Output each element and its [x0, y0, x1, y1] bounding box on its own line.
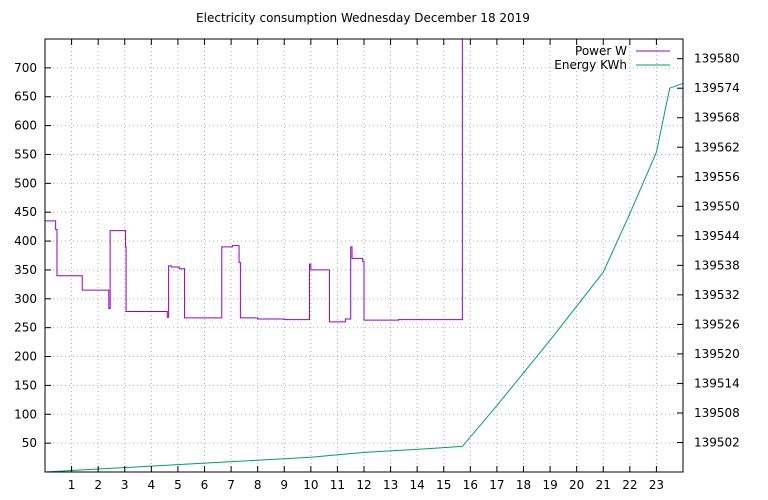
- y-tick-label: 50: [22, 436, 37, 450]
- grid: [45, 39, 683, 472]
- y2-tick-label: 139580: [694, 52, 740, 66]
- x-tick-label: 12: [356, 478, 371, 492]
- x-tick-label: 9: [280, 478, 288, 492]
- x-tick-label: 14: [410, 478, 425, 492]
- x-tick-label: 5: [174, 478, 182, 492]
- x-tick-label: 4: [148, 478, 156, 492]
- x-tick-label: 3: [121, 478, 129, 492]
- y-tick-label: 350: [14, 263, 37, 277]
- y2-tick-label: 139508: [694, 406, 740, 420]
- y-tick-label: 300: [14, 292, 37, 306]
- x-tick-label: 6: [201, 478, 209, 492]
- x-tick-label: 8: [254, 478, 262, 492]
- y-tick-label: 700: [14, 61, 37, 75]
- tick-layer: 1 2 3 4 5 6 7 8 9 10 11 12 13 14 15 16 17 18 19 20 21 22 23501…: [14, 39, 740, 492]
- y-tick-label: 400: [14, 234, 37, 248]
- y2-tick-label: 139538: [694, 258, 740, 272]
- x-tick-label: 1: [68, 478, 76, 492]
- legend: Power W Energy KWh: [554, 44, 670, 72]
- x-tick-label: 19: [542, 478, 557, 492]
- x-tick-label: 13: [383, 478, 398, 492]
- series-line-power: [45, 39, 463, 323]
- y-tick-label: 100: [14, 407, 37, 421]
- x-tick-label: 10: [303, 478, 318, 492]
- y2-tick-label: 139568: [694, 111, 740, 125]
- x-tick-label: 18: [516, 478, 531, 492]
- x-tick-label: 7: [227, 478, 235, 492]
- y-tick-label: 450: [14, 205, 37, 219]
- legend-label-power: Power W: [575, 44, 627, 58]
- y-tick-label: 500: [14, 176, 37, 190]
- y2-tick-label: 139514: [694, 376, 740, 390]
- y-tick-label: 650: [14, 90, 37, 104]
- y-tick-label: 150: [14, 378, 37, 392]
- x-tick-label: 16: [463, 478, 478, 492]
- y2-tick-label: 139520: [694, 347, 740, 361]
- y2-tick-label: 139502: [694, 435, 740, 449]
- y-tick-label: 200: [14, 350, 37, 364]
- series-line-energy: [44, 82, 684, 473]
- y-tick-label: 600: [14, 119, 37, 133]
- y2-tick-label: 139532: [694, 288, 740, 302]
- x-tick-label: 17: [489, 478, 504, 492]
- y2-tick-label: 139562: [694, 140, 740, 154]
- x-tick-label: 11: [330, 478, 345, 492]
- chart-title: Electricity consumption Wednesday Decemb…: [196, 11, 530, 25]
- x-tick-label: 15: [436, 478, 451, 492]
- y-tick-label: 250: [14, 321, 37, 335]
- legend-label-energy: Energy KWh: [554, 58, 627, 72]
- y2-tick-label: 139526: [694, 317, 740, 331]
- series-layer: [44, 39, 684, 473]
- x-tick-label: 2: [94, 478, 102, 492]
- x-tick-label: 21: [596, 478, 611, 492]
- y2-tick-label: 139544: [694, 229, 740, 243]
- x-tick-label: 23: [649, 478, 664, 492]
- y-tick-label: 550: [14, 147, 37, 161]
- x-tick-label: 22: [622, 478, 637, 492]
- y2-tick-label: 139556: [694, 170, 740, 184]
- x-tick-label: 20: [569, 478, 584, 492]
- y2-tick-label: 139550: [694, 199, 740, 213]
- y2-tick-label: 139574: [694, 81, 740, 95]
